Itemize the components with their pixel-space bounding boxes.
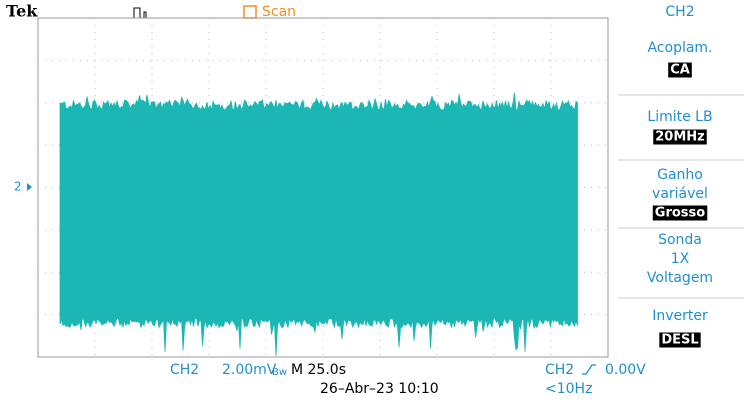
menu-label: Voltagem [647, 270, 713, 286]
menu-value-bg [659, 332, 701, 348]
menu-label: Acoplam. [647, 40, 712, 56]
footer-channel: CH2 [170, 362, 199, 378]
menu-label: Sonda [658, 232, 702, 248]
menu-value-bg [668, 62, 692, 78]
mode: Scan [262, 4, 296, 20]
menu-value: Grosso [655, 206, 705, 221]
menu-label: 1X [671, 251, 690, 267]
side-menu: Acoplam. CA Limite LB 20MHz Ganho variável Gro… [618, 40, 744, 348]
footer-scale: 2.00mV [222, 362, 277, 378]
brand: Tek [6, 2, 38, 21]
footer-date: 26–Abr–23 10:10 [320, 381, 439, 397]
trigger-level: 0.00V [605, 362, 646, 378]
channel-marker: 2 [14, 180, 22, 194]
noise-band [59, 92, 578, 357]
menu-label: Inverter [652, 308, 708, 324]
menu-label: variável [652, 186, 708, 202]
trigger-slope [582, 364, 596, 375]
menu-value: 20MHz [655, 130, 704, 145]
marker-arrow [27, 183, 32, 191]
footer-timebase: M 25.0s [291, 362, 346, 378]
menu-channel: CH2 [665, 4, 694, 20]
menu-label: Ganho [657, 167, 703, 183]
footer-bw: Bw [272, 367, 287, 378]
menu-value: CA [670, 63, 690, 78]
waveform [59, 92, 578, 357]
menu-value-bg [653, 129, 707, 145]
menu-value: DESL [661, 333, 698, 348]
trigger-freq: <10Hz [545, 381, 592, 397]
menu-value-bg [652, 205, 708, 221]
trigger-source: CH2 [545, 362, 574, 378]
graticule [37, 17, 609, 358]
menu-label: Limite LB [647, 109, 712, 125]
